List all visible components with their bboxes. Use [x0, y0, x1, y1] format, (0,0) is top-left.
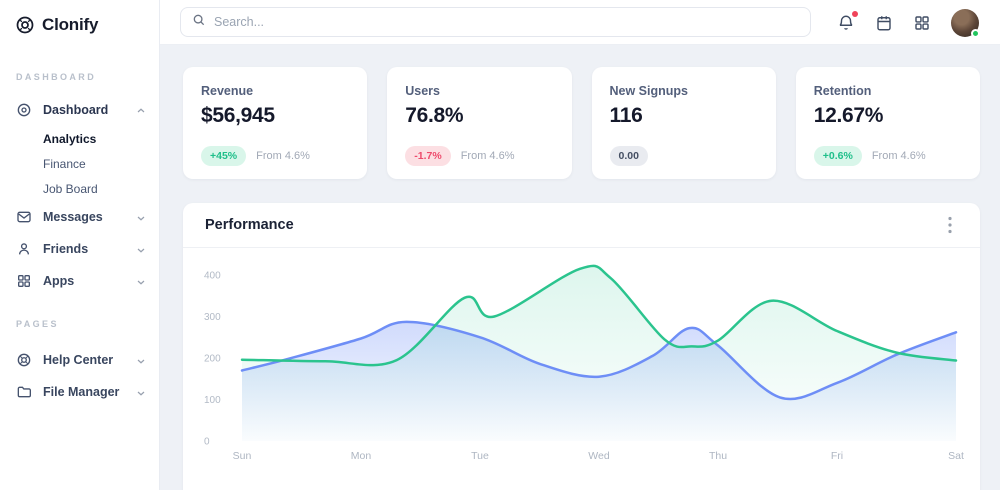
stat-card-retention: Retention 12.67% +0.6% From 4.6% — [795, 67, 980, 179]
chevron-down-icon — [135, 211, 147, 223]
apps-grid-icon[interactable] — [913, 14, 931, 32]
sidebar-item-analytics[interactable]: Analytics — [0, 126, 159, 151]
sidebar-item-finance[interactable]: Finance — [0, 151, 159, 176]
trend-badge: -1.7% — [405, 146, 451, 166]
y-axis-tick: 0 — [204, 437, 210, 448]
chevron-down-icon — [135, 275, 147, 287]
grid-icon — [16, 273, 32, 289]
x-axis-tick: Wed — [588, 450, 610, 462]
trend-badge: 0.00 — [609, 146, 648, 166]
sidebar-item-label: Help Center — [43, 353, 114, 367]
sidebar-item-label: File Manager — [43, 385, 120, 399]
performance-card: Performance 0 100 200 300 400 Sun Mon Tue Wed Thu… — [183, 203, 980, 490]
trend-badge: +0.6% — [813, 146, 862, 166]
x-axis-tick: Mon — [351, 450, 372, 462]
sidebar-item-label: Job Board — [43, 181, 98, 196]
stat-note: From 4.6% — [871, 150, 926, 162]
notification-dot — [852, 10, 858, 17]
chevron-down-icon — [135, 354, 147, 366]
search-box[interactable] — [180, 7, 811, 37]
sidebar-item-label: Apps — [43, 274, 75, 288]
sidebar-item-label: Finance — [43, 156, 86, 171]
series-blue-line — [240, 320, 958, 401]
stat-cards-row: Revenue $56,945 +45% From 4.6% Users 76.… — [183, 67, 980, 179]
x-axis-tick: Tue — [471, 450, 489, 462]
stat-label: Users — [405, 84, 440, 98]
sidebar-item-apps[interactable]: Apps — [0, 265, 159, 297]
sidebar-item-messages[interactable]: Messages — [0, 201, 159, 233]
bell-icon[interactable] — [837, 10, 858, 32]
stat-card-revenue: Revenue $56,945 +45% From 4.6% — [183, 67, 368, 179]
search-icon — [192, 13, 206, 32]
x-axis-tick: Sat — [948, 450, 964, 462]
y-axis-tick: 400 — [204, 271, 221, 282]
stat-label: New Signups — [609, 84, 688, 98]
stat-value: 12.67% — [813, 104, 884, 127]
sidebar-section-pages: PAGES — [16, 319, 59, 329]
y-axis-tick: 100 — [204, 395, 221, 406]
sidebar-item-label: Dashboard — [43, 103, 109, 117]
chevron-down-icon — [135, 386, 147, 398]
sidebar-section-dashboard: DASHBOARD — [16, 72, 97, 82]
series-green-line — [240, 264, 958, 367]
sidebar-item-dashboard[interactable]: Dashboard — [0, 94, 159, 126]
stat-label: Retention — [813, 84, 872, 98]
y-axis-tick: 200 — [204, 354, 221, 365]
stat-card-users: Users 76.8% -1.7% From 4.6% — [387, 67, 572, 179]
stat-label: Revenue — [201, 84, 254, 98]
target-rings-icon — [15, 15, 35, 35]
x-axis-tick: Fri — [831, 450, 843, 462]
stat-note: From 4.6% — [256, 150, 310, 162]
envelope-icon — [16, 209, 32, 225]
y-axis-tick: 300 — [204, 312, 221, 323]
disc-icon — [16, 102, 32, 118]
sidebar-item-friends[interactable]: Friends — [0, 233, 159, 265]
performance-chart: 0 100 200 300 400 Sun Mon Tue Wed Thu Fri Sat — [204, 264, 964, 462]
stat-card-new-signups: New Signups 116 0.00 — [591, 67, 776, 179]
trend-badge: +45% — [201, 146, 247, 166]
sidebar-item-help-center[interactable]: Help Center — [0, 344, 159, 376]
user-icon — [16, 241, 32, 257]
sidebar-item-label: Messages — [43, 210, 103, 224]
sidebar: Clonify DASHBOARD Dashboard Analytics Fi… — [0, 0, 160, 490]
stat-value: $56,945 — [201, 104, 275, 127]
sidebar-item-label: Analytics — [43, 131, 97, 146]
main-content: Revenue $56,945 +45% From 4.6% Users 76.… — [160, 45, 1000, 490]
folder-icon — [16, 384, 32, 400]
online-status-dot — [971, 28, 980, 38]
x-axis-tick: Thu — [709, 450, 727, 462]
calendar-icon[interactable] — [875, 14, 893, 32]
lifebuoy-icon — [16, 352, 32, 368]
kebab-menu-icon[interactable] — [942, 215, 958, 235]
chart-title: Performance — [205, 217, 294, 233]
stat-value: 116 — [609, 104, 643, 127]
chevron-down-icon — [135, 243, 147, 255]
stat-note: From 4.6% — [460, 150, 515, 162]
sidebar-item-file-manager[interactable]: File Manager — [0, 376, 159, 408]
chevron-up-icon — [135, 104, 147, 116]
sidebar-item-job-board[interactable]: Job Board — [0, 176, 159, 201]
x-axis-tick: Sun — [233, 450, 252, 462]
user-avatar[interactable] — [951, 8, 980, 38]
sidebar-item-label: Friends — [43, 242, 89, 256]
topbar — [160, 0, 1000, 45]
stat-value: 76.8% — [405, 104, 464, 127]
brand-name: Clonify — [42, 15, 99, 34]
brand-logo[interactable]: Clonify — [0, 0, 159, 36]
search-input[interactable] — [214, 15, 799, 29]
